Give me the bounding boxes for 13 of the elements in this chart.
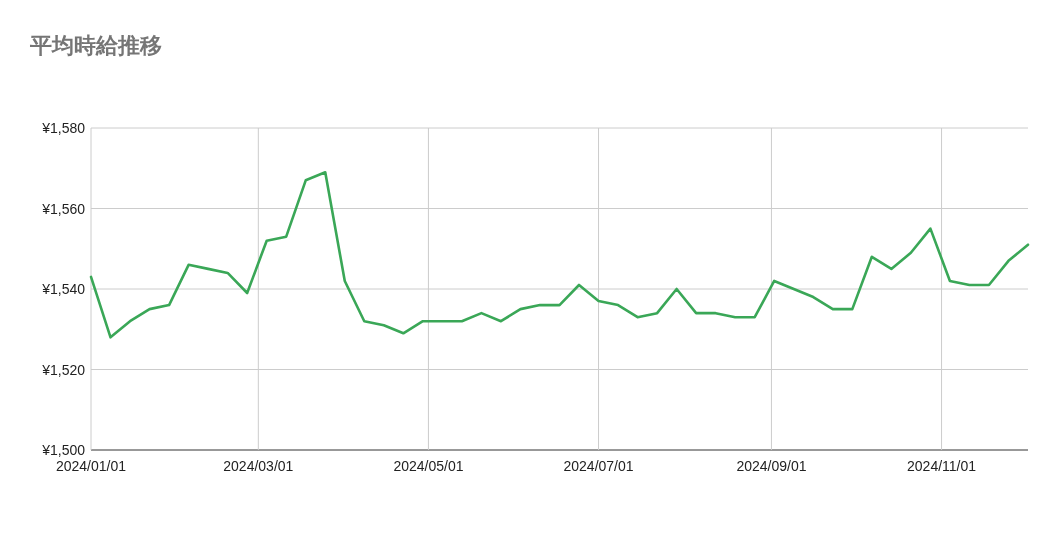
y-tick-label: ¥1,560 [41,200,86,217]
x-tick-label: 2024/05/01 [393,458,464,474]
x-tick-label: 2024/11/01 [907,458,977,474]
x-tick-label: 2024/07/01 [563,458,634,474]
y-tick-label: ¥1,580 [41,120,86,136]
y-tick-label: ¥1,540 [41,281,86,297]
x-tick-label: 2024/01/01 [55,458,127,474]
y-tick-label: ¥1,520 [41,361,86,378]
x-tick-label: 2024/03/01 [223,458,294,474]
y-tick-label: ¥1,500 [41,442,86,458]
chart-title: 平均時給推移 [29,33,162,58]
line-series [89,170,1030,339]
x-tick-label: 2024/09/01 [736,458,807,474]
